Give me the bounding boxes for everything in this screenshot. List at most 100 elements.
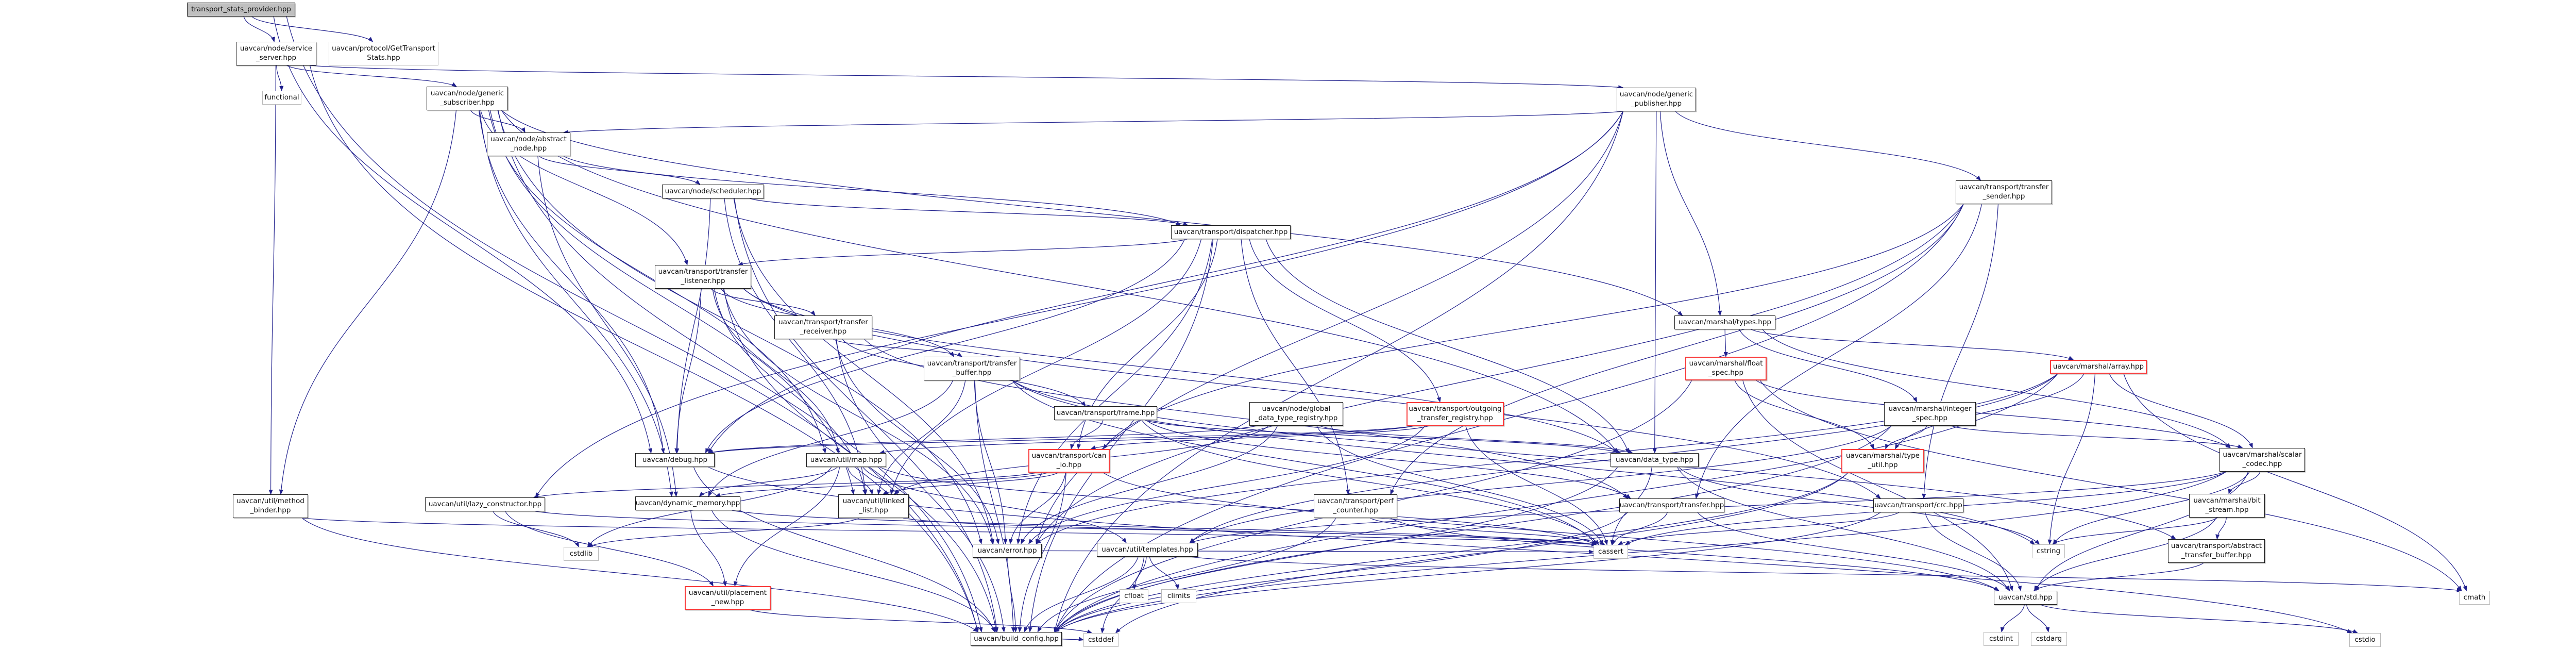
include-edge-transfer-std — [1697, 512, 2010, 591]
include-edge-transfer_buffer-error — [974, 380, 1008, 545]
node-cstddef: cstddef — [1083, 633, 1118, 647]
node-method_binder[interactable]: uavcan/util/method _binder.hpp — [233, 494, 308, 518]
node-types[interactable]: uavcan/marshal/types.hpp — [1674, 315, 1775, 329]
node-integer_spec[interactable]: uavcan/marshal/integer _spec.hpp — [1884, 402, 1976, 426]
node-placement_new[interactable]: uavcan/util/placement _new.hpp — [685, 586, 771, 610]
include-edge-type_util-cstddef — [1115, 472, 1849, 634]
node-transfer_listener[interactable]: uavcan/transport/transfer _listener.hpp — [655, 265, 751, 289]
include-edge-root-service_server — [243, 16, 275, 42]
node-can_io[interactable]: uavcan/transport/can _io.hpp — [1028, 449, 1110, 473]
node-transfer_buffer[interactable]: uavcan/transport/transfer _buffer.hpp — [924, 357, 1020, 380]
node-dispatcher[interactable]: uavcan/transport/dispatcher.hpp — [1171, 225, 1291, 239]
include-edge-templates-climits — [1149, 556, 1179, 590]
node-linked_list[interactable]: uavcan/util/linked _list.hpp — [838, 494, 909, 518]
include-edge-dynamic_memory-placement_new — [690, 510, 727, 587]
include-edge-abstract_node-scheduler — [539, 156, 701, 185]
include-edge-array-type_util — [1895, 373, 2084, 450]
node-frame[interactable]: uavcan/transport/frame.hpp — [1054, 406, 1157, 420]
node-label: uavcan/node/global _data_type_registry.h… — [1255, 405, 1338, 422]
include-edge-lazy_constructor-placement_new — [505, 511, 714, 587]
node-templates[interactable]: uavcan/util/templates.hpp — [1097, 543, 1198, 557]
include-edge-templates-cfloat — [1132, 556, 1147, 590]
node-label: uavcan/transport/transfer _sender.hpp — [1959, 183, 2049, 201]
include-edge-bit_stream-abstract_tb — [2215, 517, 2227, 540]
node-label: uavcan/marshal/array.hpp — [2053, 362, 2144, 371]
node-build_config[interactable]: uavcan/build_config.hpp — [971, 632, 1062, 646]
include-edge-service_server-generic_subscriber — [286, 65, 457, 87]
include-edge-generic_publisher-transfer_sender — [1675, 111, 1981, 181]
include-edge-root-build_config — [286, 16, 979, 633]
node-data_type[interactable]: uavcan/data_type.hpp — [1611, 453, 1699, 467]
node-crc[interactable]: uavcan/transport/crc.hpp — [1873, 498, 1963, 512]
include-edge-generic_publisher-build_config — [1053, 111, 1623, 633]
include-edge-dispatcher-outgoing_registry — [1249, 239, 1441, 403]
include-edge-std-cstdio — [2040, 604, 2359, 634]
node-scalar_codec[interactable]: uavcan/marshal/scalar _codec.hpp — [2219, 448, 2305, 472]
node-map[interactable]: uavcan/util/map.hpp — [806, 453, 886, 467]
include-edge-transfer_sender-error — [1036, 204, 1964, 544]
include-edge-abstract_tb-std — [2033, 562, 2204, 591]
include-edge-types-scalar_codec — [1762, 329, 2231, 448]
include-edge-error-cassert — [1041, 550, 1595, 554]
include-edge-scalar_codec-std — [2036, 471, 2249, 591]
include-edge-generic_publisher-data_type — [1652, 111, 1657, 454]
include-edge-outgoing_registry-can_io — [1090, 425, 1430, 450]
node-label: uavcan/marshal/float _spec.hpp — [1689, 359, 1763, 377]
node-dynamic_memory[interactable]: uavcan/dynamic_memory.hpp — [635, 496, 740, 510]
include-edge-scalar_codec-build_config — [1054, 471, 2227, 633]
node-label: uavcan/transport/transfer _receiver.hpp — [778, 318, 868, 336]
node-label: uavcan/node/generic _subscriber.hpp — [430, 89, 504, 107]
node-label: uavcan/transport/perf _counter.hpp — [1317, 497, 1394, 514]
node-transfer_receiver[interactable]: uavcan/transport/transfer _receiver.hpp — [774, 315, 872, 339]
include-edge-generic_subscriber-method_binder — [279, 110, 457, 495]
node-lazy_constructor[interactable]: uavcan/util/lazy_constructor.hpp — [425, 497, 545, 511]
node-label: uavcan/transport/transfer _listener.hpp — [658, 268, 748, 285]
node-service_server[interactable]: uavcan/node/service _server.hpp — [236, 42, 316, 65]
include-edge-transfer_sender-can_io — [1103, 204, 1964, 450]
node-cmath: cmath — [2459, 591, 2490, 605]
include-edge-types-integer_spec — [1739, 329, 1918, 403]
node-label: cstdio — [2354, 635, 2376, 644]
node-abstract_node[interactable]: uavcan/node/abstract _node.hpp — [487, 132, 570, 156]
node-cassert: cassert — [1594, 545, 1628, 559]
include-edge-std-cstdint — [2000, 604, 2025, 633]
node-abstract_tb[interactable]: uavcan/transport/abstract _transfer_buff… — [2168, 539, 2265, 563]
include-edge-abstract_node-dynamic_memory — [537, 156, 678, 497]
include-edge-perf_counter-build_config — [1037, 518, 1336, 633]
include-edge-placement_new-cstddef — [750, 609, 1093, 634]
include-edge-generic_subscriber-debug — [479, 110, 665, 454]
node-global_registry[interactable]: uavcan/node/global _data_type_registry.h… — [1249, 402, 1343, 426]
include-edge-crc-build_config — [1054, 512, 1881, 633]
node-transfer_sender[interactable]: uavcan/transport/transfer _sender.hpp — [1956, 180, 2052, 204]
node-perf_counter[interactable]: uavcan/transport/perf _counter.hpp — [1314, 494, 1397, 518]
node-cstdint: cstdint — [1984, 632, 2019, 646]
node-scheduler[interactable]: uavcan/node/scheduler.hpp — [662, 185, 764, 198]
node-generic_publisher[interactable]: uavcan/node/generic _publisher.hpp — [1617, 88, 1696, 111]
node-root: transport_stats_provider.hpp — [187, 3, 295, 16]
node-climits: climits — [1161, 589, 1196, 603]
node-error[interactable]: uavcan/error.hpp — [973, 544, 1042, 558]
include-edge-types-float_spec — [1723, 329, 1728, 358]
include-edge-transfer_listener-transfer_receiver — [710, 288, 816, 316]
include-edge-global_registry-cassert — [1316, 425, 1604, 545]
include-edge-generic_publisher-abstract_node — [563, 111, 1623, 135]
node-float_spec[interactable]: uavcan/marshal/float _spec.hpp — [1685, 357, 1767, 380]
node-array[interactable]: uavcan/marshal/array.hpp — [2050, 360, 2147, 374]
include-edge-can_io-dynamic_memory — [715, 472, 1048, 497]
node-outgoing_registry[interactable]: uavcan/transport/outgoing _transfer_regi… — [1406, 402, 1504, 426]
include-edge-scheduler-debug — [675, 198, 711, 454]
include-edge-generic_subscriber-data_type — [501, 110, 1618, 454]
include-edge-linked_list-cstdlib — [587, 518, 860, 547]
node-std[interactable]: uavcan/std.hpp — [1994, 591, 2057, 605]
include-edge-transfer_listener-debug — [674, 288, 702, 454]
include-edge-service_server-build_config — [309, 65, 979, 633]
node-label: cstdarg — [2036, 634, 2062, 643]
node-bit_stream[interactable]: uavcan/marshal/bit _stream.hpp — [2189, 494, 2265, 518]
node-type_util[interactable]: uavcan/marshal/type _util.hpp — [1841, 449, 1924, 473]
node-transfer[interactable]: uavcan/transport/transfer.hpp — [1619, 498, 1724, 512]
include-edge-std-cstdarg — [2026, 604, 2050, 633]
include-edge-frame-can_io — [1070, 420, 1104, 450]
node-debug[interactable]: uavcan/debug.hpp — [635, 453, 715, 467]
node-generic_subscriber[interactable]: uavcan/node/generic _subscriber.hpp — [427, 87, 508, 110]
include-edge-data_type-std — [1676, 467, 2010, 591]
